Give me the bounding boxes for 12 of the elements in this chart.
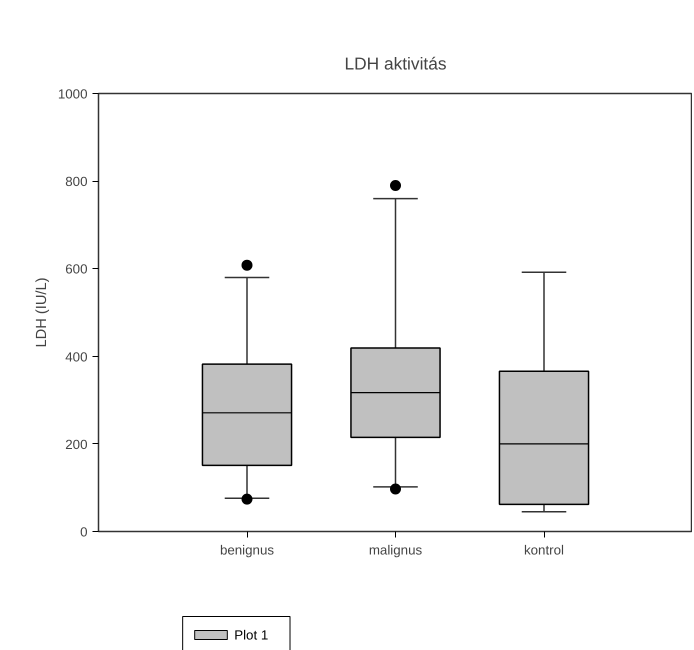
chart-title: LDH aktivitás [344, 54, 447, 74]
legend-label: Plot 1 [234, 628, 268, 642]
x-tick-label: kontrol [524, 542, 564, 558]
y-tick-label: 600 [65, 262, 88, 277]
y-tick-label: 0 [80, 524, 88, 540]
x-tick-label: benignus [220, 542, 274, 558]
y-tick-label: 400 [65, 349, 88, 364]
x-tick-label: malignus [368, 542, 423, 558]
y-tick-label: 800 [65, 174, 88, 190]
y-tick-label: 200 [65, 436, 88, 452]
y-tick-label: 1000 [58, 86, 88, 102]
y-axis-title: LDH (IU/L) [34, 277, 50, 348]
